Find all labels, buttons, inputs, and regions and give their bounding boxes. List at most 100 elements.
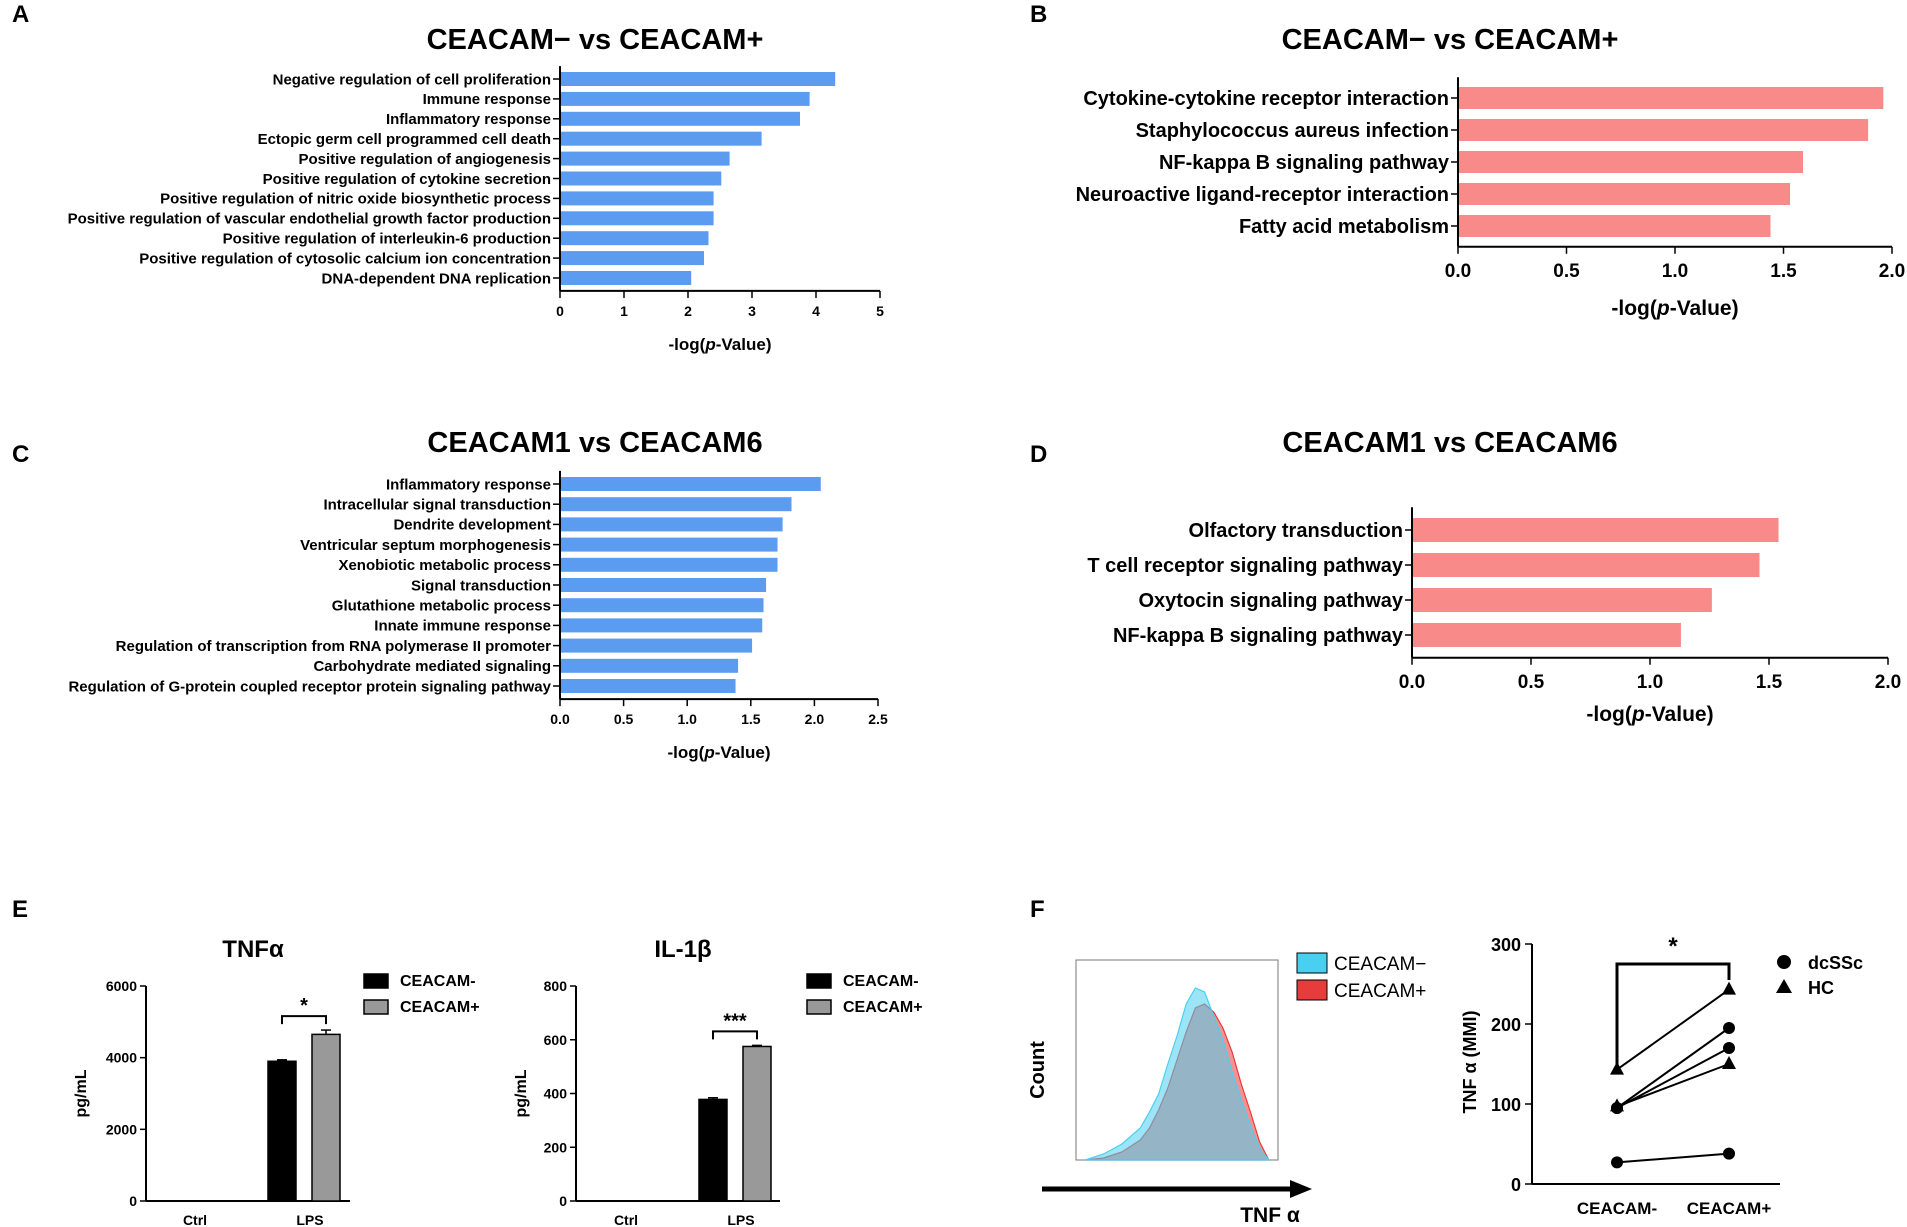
category-label-A: Negative regulation of cell proliferatio…: [273, 71, 551, 88]
significance-marker-F2: *: [1668, 933, 1678, 960]
chart-title-E1: TNFα: [222, 936, 284, 963]
y-tick-label-E1: 2000: [106, 1121, 137, 1137]
y-tick-label-E1: 4000: [106, 1050, 137, 1066]
bar-C: [560, 638, 753, 653]
paired-line-dcSSc: [1616, 1152, 1730, 1164]
x-tick-label-F2: CEACAM-: [1577, 1199, 1657, 1218]
x-tick-label-C: 2.0: [805, 711, 825, 727]
x-tick-label-C: 0.0: [550, 711, 570, 727]
x-axis-label-part: -Value): [715, 743, 771, 762]
x-tick-label-D: 1.0: [1637, 672, 1663, 693]
x-tick-label-E2: LPS: [727, 1212, 754, 1227]
bar-E2: [742, 1045, 772, 1202]
legend-label-F2: dcSSc: [1808, 953, 1863, 973]
data-point-dcSSc: [1723, 1042, 1735, 1054]
x-axis-label-C: -log(p-Value): [668, 743, 771, 762]
category-label-C: Glutathione metabolic process: [332, 597, 551, 614]
category-label-C: Inflammatory response: [386, 476, 551, 493]
category-label-A: Immune response: [423, 91, 551, 108]
significance-bracket-F2: [1615, 962, 1731, 1070]
bar-D: [1412, 553, 1760, 577]
bar-B: [1458, 87, 1884, 109]
legend-swatch-F1: [1296, 979, 1328, 1001]
panel-label-C: C: [12, 441, 29, 468]
legend-swatch-E1: [363, 973, 389, 989]
category-label-A: Positive regulation of cytokine secretio…: [263, 171, 551, 188]
category-label-C: Carbohydrate mediated signaling: [313, 658, 551, 675]
y-tick-label-F2: 200: [1491, 1015, 1521, 1035]
bar-C: [560, 537, 778, 552]
legend-swatch-E2: [806, 999, 832, 1015]
category-label-B: Staphylococcus aureus infection: [1136, 120, 1449, 142]
bar-A: [560, 151, 730, 166]
x-axis-label-part: -log(: [669, 335, 706, 354]
data-point-HC: [1722, 981, 1736, 995]
category-label-C: Dendrite development: [393, 517, 551, 534]
x-tick-label-B: 1.0: [1662, 261, 1688, 282]
x-tick-label-B: 2.0: [1879, 261, 1905, 282]
data-point-HC: [1722, 1056, 1736, 1069]
category-label-C: Regulation of G-protein coupled receptor…: [68, 678, 551, 695]
histogram-CEACAM−: [1084, 987, 1271, 1161]
y-tick-label-E2: 0: [559, 1193, 567, 1209]
significance-bracket-E2: [712, 1030, 758, 1040]
legend-swatch-E2: [806, 973, 832, 989]
y-tick-label-F2: 100: [1491, 1095, 1521, 1115]
bar-C: [560, 598, 764, 613]
category-label-C: Xenobiotic metabolic process: [338, 557, 551, 574]
category-label-B: Neuroactive ligand-receptor interaction: [1076, 184, 1449, 206]
chart-title-E2: IL-1β: [654, 936, 711, 963]
category-label-A: Positive regulation of vascular endothel…: [68, 211, 551, 228]
bar-D: [1412, 623, 1681, 647]
x-axis-label-part: p: [1656, 297, 1670, 320]
x-axis-label-part: p: [703, 743, 714, 762]
category-label-C: Intracellular signal transduction: [323, 496, 551, 513]
bar-A: [560, 191, 714, 206]
x-axis-label-F1: TNF α: [1240, 1204, 1300, 1227]
chart-title-A: CEACAM− vs CEACAM+: [427, 24, 764, 56]
paired-line-dcSSc: [1616, 1027, 1730, 1109]
x-axis-arrow-head-F1: [1290, 1180, 1312, 1198]
category-label-C: Signal transduction: [411, 577, 551, 594]
panel-label-A: A: [12, 1, 29, 28]
bar-C: [560, 557, 778, 572]
x-tick-label-E2: Ctrl: [614, 1212, 638, 1227]
x-tick-label-C: 1.5: [741, 711, 761, 727]
panel-label-B: B: [1030, 1, 1047, 28]
bar-C: [560, 578, 767, 592]
x-tick-label-E1: LPS: [296, 1212, 323, 1227]
y-axis-label-F2: TNF α (MMI): [1460, 1010, 1480, 1113]
x-tick-label-C: 0.5: [614, 711, 634, 727]
category-label-C: Regulation of transcription from RNA pol…: [116, 638, 551, 655]
category-label-D: Olfactory transduction: [1189, 520, 1403, 542]
x-tick-label-A: 2: [684, 303, 692, 319]
y-axis-label-F1: Count: [1027, 1041, 1049, 1099]
x-tick-label-A: 3: [748, 303, 756, 319]
legend-label-F1: CEACAM+: [1334, 981, 1426, 1002]
bar-C: [560, 618, 763, 633]
x-tick-label-A: 4: [812, 303, 820, 319]
category-label-B: NF-kappa B signaling pathway: [1159, 152, 1450, 174]
x-tick-label-A: 1: [620, 303, 628, 319]
y-tick-label-E2: 200: [544, 1139, 568, 1155]
panel-label-E: E: [12, 896, 28, 923]
category-label-A: DNA-dependent DNA replication: [322, 270, 551, 287]
x-axis-label-part: -Value): [1645, 703, 1714, 726]
bar-D: [1412, 518, 1779, 542]
bar-C: [560, 517, 783, 532]
y-axis-label-E1: pg/mL: [73, 1069, 90, 1117]
x-axis-label-part: p: [704, 335, 715, 354]
significance-bracket-E1: [281, 1015, 327, 1025]
category-label-A: Positive regulation of nitric oxide bios…: [160, 191, 551, 208]
bar-C: [560, 658, 739, 673]
y-tick-label-E1: 0: [129, 1193, 137, 1209]
paired-line-HC: [1616, 988, 1730, 1071]
x-tick-label-B: 1.5: [1770, 261, 1797, 282]
bar-E1: [267, 1060, 297, 1202]
chart-title-D: CEACAM1 vs CEACAM6: [1282, 427, 1617, 459]
x-tick-label-C: 2.5: [868, 711, 888, 727]
x-tick-label-A: 5: [876, 303, 884, 319]
bar-B: [1458, 151, 1804, 173]
category-label-D: T cell receptor signaling pathway: [1087, 555, 1404, 577]
